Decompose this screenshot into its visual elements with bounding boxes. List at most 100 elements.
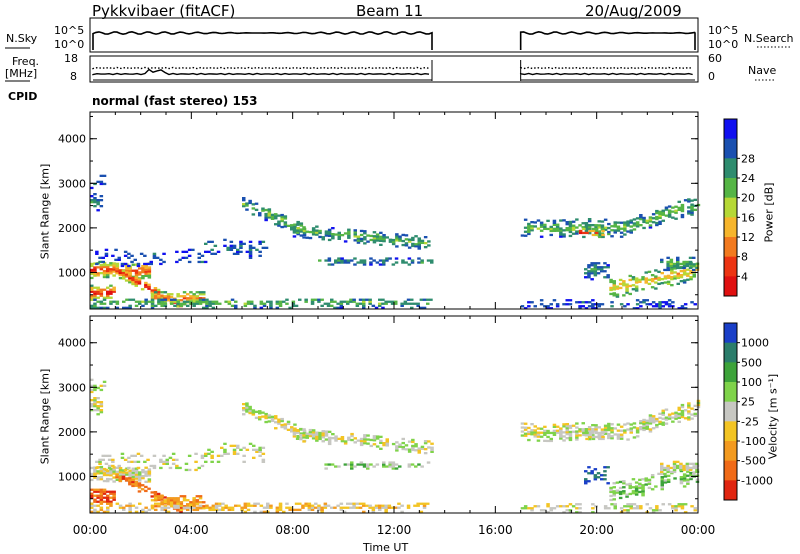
- echo-cell: [568, 432, 573, 436]
- echo-cell: [90, 409, 94, 412]
- echo-cell: [632, 426, 637, 429]
- echo-cell: [349, 506, 353, 509]
- echo-cell: [568, 424, 573, 428]
- echo-cell: [334, 261, 338, 264]
- echo-cell: [555, 305, 560, 308]
- echo-cell: [102, 380, 107, 383]
- echo-cell: [308, 236, 313, 240]
- echo-cell: [427, 244, 431, 247]
- echo-cell: [112, 468, 116, 471]
- echo-cell: [160, 295, 164, 298]
- echo-cell: [369, 438, 373, 442]
- echo-cell: [600, 434, 605, 437]
- echo-cell: [266, 300, 270, 303]
- echo-cell: [147, 487, 151, 490]
- echo-cell: [546, 503, 550, 506]
- echo-cell: [131, 475, 136, 478]
- echo-cell: [96, 504, 100, 507]
- echo-cell: [664, 208, 669, 211]
- echo-cell: [375, 239, 380, 242]
- echo-cell: [246, 504, 251, 507]
- echo-cell: [232, 252, 237, 255]
- echo-cell: [369, 257, 373, 260]
- echo-cell: [549, 509, 553, 512]
- echo-cell: [243, 304, 248, 307]
- echo-cell: [623, 227, 627, 230]
- echo-cell: [134, 273, 139, 276]
- echo-cell: [366, 442, 370, 445]
- echo-cell: [90, 195, 94, 198]
- echo-cell: [109, 478, 113, 481]
- echo-cell: [295, 229, 300, 232]
- echo-cell: [150, 291, 154, 294]
- echo-cell: [359, 443, 364, 447]
- echo-cell: [527, 438, 531, 442]
- echo-cell: [628, 486, 632, 490]
- echo-cell: [280, 215, 284, 219]
- echo-cell: [655, 223, 659, 227]
- echo-cell: [527, 230, 531, 234]
- echo-cell: [295, 437, 300, 440]
- echo-cell: [339, 508, 344, 511]
- echo-cell: [673, 477, 677, 480]
- echo-cell: [353, 441, 357, 444]
- echo-cell: [607, 230, 611, 234]
- echo-cell: [527, 507, 531, 510]
- echo-cell: [258, 240, 262, 243]
- echo-cell: [676, 266, 680, 270]
- echo-cell: [618, 490, 623, 494]
- echo-cell: [666, 464, 670, 468]
- echo-cell: [385, 465, 389, 468]
- echo-cell: [591, 303, 595, 306]
- echo-cell: [671, 210, 675, 213]
- echo-cell: [552, 229, 557, 232]
- echo-cell: [584, 276, 588, 279]
- echo-cell: [578, 224, 582, 227]
- echo-cell: [334, 259, 338, 262]
- y-tick-label: 2000: [58, 426, 86, 439]
- echo-cell: [667, 299, 672, 302]
- echo-cell: [182, 291, 187, 294]
- echo-cell: [236, 444, 240, 447]
- echo-cell: [622, 482, 626, 485]
- echo-cell: [549, 431, 553, 435]
- echo-cell: [398, 235, 402, 238]
- echo-cell: [591, 428, 595, 431]
- echo-cell: [339, 302, 344, 305]
- echo-cell: [163, 505, 168, 508]
- echo-cell: [666, 260, 670, 264]
- echo-cell: [369, 463, 373, 466]
- echo-cell: [246, 502, 251, 505]
- echo-cell: [173, 497, 177, 500]
- echo-cell: [254, 202, 259, 205]
- echo-cell: [527, 232, 531, 236]
- echo-cell: [417, 463, 421, 466]
- echo-cell: [375, 237, 380, 240]
- echo-cell: [635, 225, 640, 228]
- echo-cell: [334, 437, 338, 440]
- echo-cell: [131, 471, 136, 474]
- echo-cell: [666, 274, 671, 277]
- echo-cell: [365, 504, 369, 507]
- echo-cell: [690, 505, 694, 508]
- freq-label: Freq.: [12, 55, 40, 68]
- echo-cell: [140, 484, 145, 487]
- echo-cell: [655, 303, 659, 306]
- echo-cell: [603, 470, 607, 473]
- echo-cell: [581, 428, 585, 431]
- echo-cell: [660, 478, 664, 481]
- echo-cell: [250, 302, 254, 305]
- echo-cell: [401, 445, 405, 449]
- echo-cell: [331, 233, 335, 236]
- echo-cell: [626, 224, 630, 227]
- echo-cell: [202, 298, 206, 301]
- echo-cell: [106, 498, 110, 501]
- echo-cell: [639, 428, 643, 431]
- echo-cell: [310, 504, 315, 507]
- echo-cell: [118, 269, 122, 273]
- echo-cell: [138, 300, 142, 303]
- echo-cell: [568, 222, 573, 226]
- echo-cell: [302, 436, 306, 439]
- echo-cell: [295, 431, 300, 434]
- echo-cell: [90, 264, 94, 268]
